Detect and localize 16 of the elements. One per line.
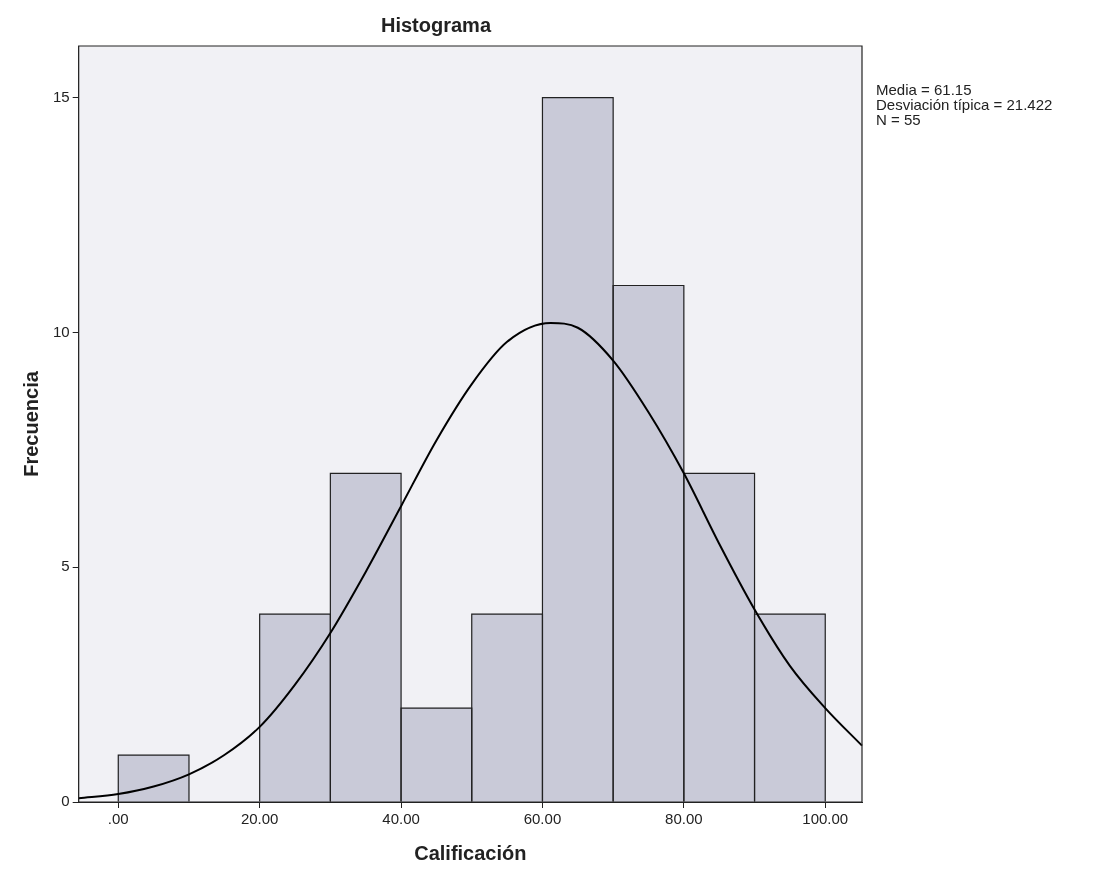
x-tick-label: 100.00: [802, 810, 849, 828]
y-tick-label: 5: [61, 557, 70, 575]
text: N = 55: [876, 111, 922, 128]
text: Desviación típica = 21.422: [876, 96, 1053, 113]
x-tick-label: 40.00: [382, 810, 420, 828]
y-tick-label: 10: [53, 322, 70, 340]
chart-title: Histograma: [380, 13, 492, 36]
x-tick-label: 60.00: [523, 810, 562, 828]
y-tick-label: 15: [53, 87, 70, 105]
x-axis-title: Calificación: [414, 841, 527, 864]
text: Media = 61.15: [876, 81, 973, 98]
x-tick-label: 20.00: [240, 810, 279, 828]
x-tick-label: 80.00: [665, 810, 703, 828]
y-axis-title: Frecuencia: [19, 370, 42, 477]
y-tick-label: 0: [61, 792, 70, 810]
x-tick-label: .00: [107, 810, 129, 828]
